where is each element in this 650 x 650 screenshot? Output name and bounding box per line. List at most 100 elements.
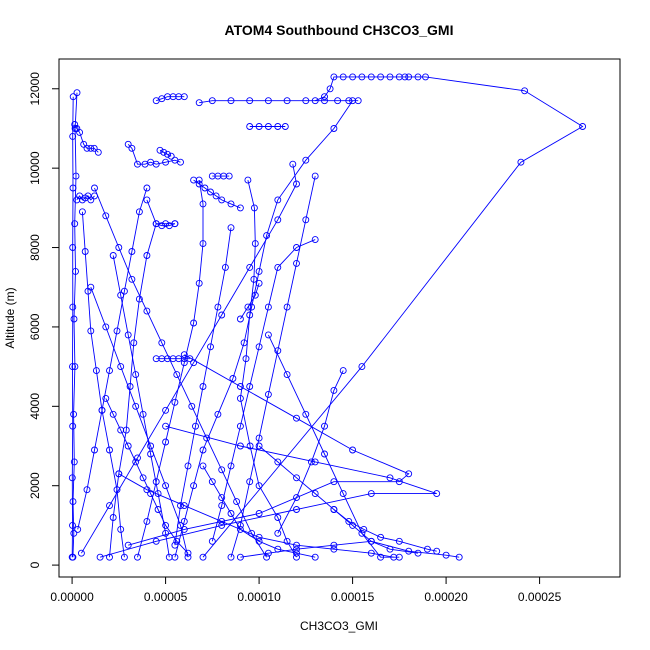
series-line-3 <box>72 92 78 558</box>
data-point <box>94 148 102 156</box>
data-point <box>184 549 192 557</box>
data-point <box>132 402 140 410</box>
series-30 <box>171 224 235 549</box>
data-point <box>106 502 113 510</box>
series-21 <box>156 146 175 160</box>
data-point <box>115 470 123 478</box>
data-point <box>386 474 394 482</box>
data-point <box>208 537 216 545</box>
data-point <box>422 73 429 81</box>
data-point <box>162 529 170 537</box>
data-point <box>227 97 235 105</box>
data-point <box>96 553 104 561</box>
data-point <box>135 208 143 216</box>
data-point <box>203 434 211 442</box>
data-point <box>128 248 136 255</box>
data-point <box>134 160 141 168</box>
data-point <box>244 303 252 311</box>
data-point <box>162 422 170 430</box>
data-point <box>152 537 160 545</box>
data-point <box>143 307 151 315</box>
data-point <box>274 458 282 466</box>
data-point <box>83 486 91 494</box>
series-line-29 <box>230 176 316 558</box>
data-point <box>171 398 179 406</box>
series-17 <box>208 236 319 545</box>
data-point <box>386 73 394 81</box>
data-point <box>274 514 282 521</box>
series-7 <box>106 220 179 561</box>
data-point <box>236 521 244 529</box>
data-point <box>173 537 181 545</box>
data-point <box>91 446 98 454</box>
data-point <box>240 339 248 347</box>
data-point <box>160 148 168 156</box>
data-point <box>218 466 226 474</box>
data-point <box>274 347 282 355</box>
data-point <box>293 180 300 188</box>
data-point <box>236 442 244 450</box>
data-point <box>246 383 254 390</box>
data-point <box>69 498 77 506</box>
data-point <box>199 200 207 208</box>
series-line-35 <box>240 283 260 320</box>
data-point <box>218 521 226 529</box>
data-point <box>212 192 220 200</box>
series-23 <box>208 172 233 180</box>
data-point <box>124 331 132 339</box>
data-point <box>330 125 338 132</box>
data-point <box>190 319 198 327</box>
data-point <box>442 551 450 559</box>
data-point <box>120 287 128 295</box>
data-point <box>236 394 244 402</box>
data-point <box>330 506 338 513</box>
data-point <box>173 371 181 379</box>
data-point <box>367 549 375 557</box>
y-tick-label: 10000 <box>28 151 42 185</box>
data-point <box>251 291 259 299</box>
series-1 <box>68 93 77 561</box>
data-point <box>109 514 117 521</box>
data-point <box>143 252 151 259</box>
series-line-32 <box>258 445 419 554</box>
data-point <box>227 462 235 470</box>
data-point <box>233 498 241 506</box>
series-16 <box>77 160 300 557</box>
series-line-27 <box>112 255 170 558</box>
data-point <box>395 537 403 545</box>
data-point <box>77 549 85 557</box>
data-point <box>255 123 263 130</box>
data-point <box>158 339 166 347</box>
data-point <box>311 553 319 561</box>
data-point <box>250 204 258 212</box>
data-point <box>199 553 207 561</box>
data-point <box>293 549 300 557</box>
data-point <box>126 383 134 390</box>
data-point <box>274 196 282 204</box>
series-15 <box>124 351 413 549</box>
data-point <box>433 547 441 555</box>
data-point <box>78 208 86 216</box>
data-point <box>293 553 300 561</box>
data-point <box>73 89 81 97</box>
data-point <box>227 510 235 517</box>
series-33 <box>115 470 398 561</box>
data-point <box>162 220 170 228</box>
data-point <box>218 311 226 319</box>
data-point <box>367 537 375 545</box>
series-line-34 <box>202 465 316 558</box>
data-point <box>302 97 310 105</box>
data-point <box>218 502 226 510</box>
series-35 <box>236 279 263 323</box>
x-tick-label: 0.00005 <box>144 590 188 604</box>
data-point <box>102 323 110 331</box>
data-point <box>117 291 125 299</box>
data-point <box>283 97 291 105</box>
series-line-18 <box>277 370 344 534</box>
data-point <box>130 339 138 347</box>
plot-frame <box>58 58 621 578</box>
data-point <box>311 236 319 244</box>
data-point <box>377 533 385 541</box>
data-point <box>171 220 179 228</box>
data-point <box>117 426 125 434</box>
